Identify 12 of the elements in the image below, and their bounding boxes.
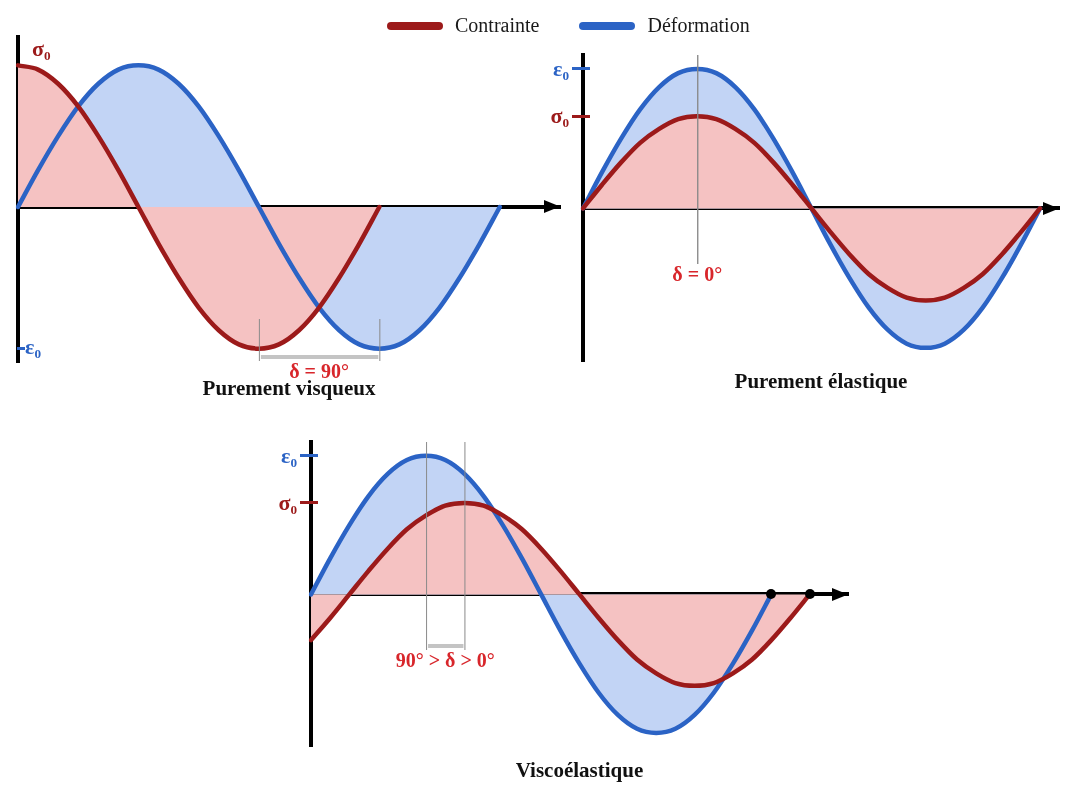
legend-label: Déformation: [647, 14, 750, 37]
annotation: δ = 0°: [672, 262, 723, 285]
text: σ₀: [278, 489, 298, 515]
legend-label: Contrainte: [455, 14, 540, 37]
text: Purement élastique: [734, 368, 908, 393]
annotation: ε₀: [25, 334, 42, 360]
annotation: σ₀: [550, 103, 570, 129]
text: σ₀: [32, 36, 51, 62]
text: Viscoélastique: [515, 757, 644, 782]
annotation: 90° > δ > 0°: [395, 648, 495, 671]
annotation: ε₀: [553, 55, 570, 81]
text: ε₀: [281, 442, 298, 468]
